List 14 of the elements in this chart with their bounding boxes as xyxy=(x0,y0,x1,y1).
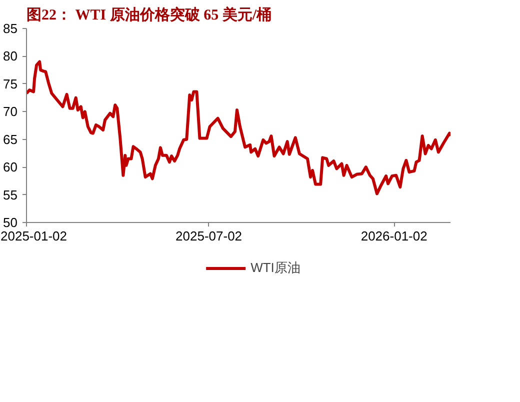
y-tick-label: 60 xyxy=(3,160,18,175)
x-tick-label: 2025-01-02 xyxy=(0,228,67,244)
x-tick-label: 2025-07-02 xyxy=(176,228,242,244)
y-tick-label: 50 xyxy=(3,215,18,230)
y-tick-label: 75 xyxy=(3,76,18,92)
y-tick-label: 55 xyxy=(3,187,18,202)
x-tick-label: 2026-01-02 xyxy=(360,228,428,244)
line-series xyxy=(26,60,450,196)
legend-label: WTI原油 xyxy=(250,259,300,277)
y-tick-label: 65 xyxy=(3,132,18,147)
chart-title: 图22： WTI 原油价格突破 65 美元/桶 xyxy=(26,6,272,24)
y-tick-label: 70 xyxy=(3,104,18,120)
y-tick-label: 80 xyxy=(3,48,18,64)
y-tick-label: 85 xyxy=(3,21,18,36)
